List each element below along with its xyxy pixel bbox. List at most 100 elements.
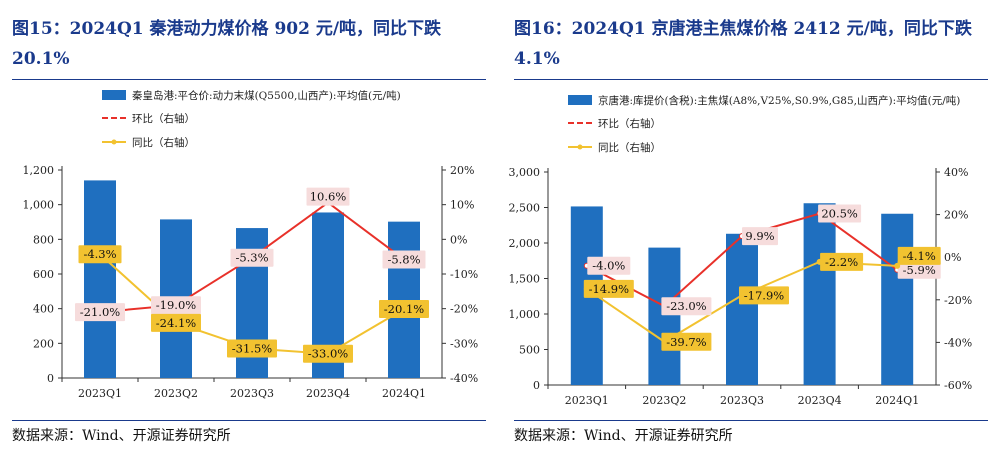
data-label-yoy: -14.9% (589, 282, 629, 296)
data-label-hb: 9.9% (745, 229, 774, 243)
legend-marker-yoy (577, 144, 583, 150)
legend-label-yoy: 同比（右轴） (598, 141, 661, 154)
y-tick-label-left: 1,000 (509, 308, 541, 321)
bar (726, 233, 758, 385)
data-label-bg-yoy (151, 313, 201, 332)
y-tick-label-left: 1,000 (23, 199, 55, 212)
data-label-hb: 20.5% (821, 207, 858, 221)
data-label-bg-hb (75, 303, 125, 322)
chart-title: 图16：2024Q1 京唐港主焦煤价格 2412 元/吨，同比下跌4.1% (514, 19, 972, 69)
y-tick-label-right: 0% (450, 233, 467, 246)
data-label-bg-hb (587, 256, 631, 275)
y-tick-label-left: 400 (33, 303, 54, 316)
data-label-bg-yoy (303, 344, 353, 363)
x-tick-label: 2023Q4 (798, 394, 842, 407)
data-label-hb: 10.6% (310, 190, 347, 204)
data-label-bg-hb (661, 297, 712, 316)
data-label-yoy: -24.1% (156, 316, 196, 330)
x-tick-label: 2023Q2 (642, 394, 686, 407)
bar (84, 180, 116, 378)
y-tick-label-left: 200 (33, 337, 54, 350)
legend-label-yoy: 同比（右轴） (132, 136, 195, 149)
data-label-hb: -5.9% (903, 263, 936, 277)
legend-swatch-bar (102, 90, 126, 100)
data-label-yoy: -17.9% (744, 288, 784, 302)
y-tick-label-left: 2,500 (509, 202, 541, 215)
data-label-hb: -5.8% (387, 252, 420, 266)
chart-svg-left: 秦皇岛港:平仓价:动力末煤(Q5500,山西产):平均值(元/吨) 环比（右轴） 同… (23, 89, 479, 400)
data-label-bg-hb (818, 204, 862, 223)
legend-label-hb: 环比（右轴） (132, 112, 195, 125)
data-label-bg-yoy (661, 332, 712, 351)
data-label-yoy: -31.5% (232, 342, 272, 356)
data-label-yoy: -33.0% (308, 347, 348, 361)
x-tick-label: 2023Q1 (565, 394, 609, 407)
data-label-bg-hb (897, 260, 941, 279)
y-tick-label-left: 500 (519, 344, 540, 357)
source-divider (514, 420, 988, 421)
chart-svg-right: 京唐港:库提价(含税):主焦煤(A8%,V25%,S0.9%,G85,山西产):… (509, 94, 973, 407)
data-label-bg-hb (742, 227, 778, 246)
legend-label-hb: 环比（右轴） (598, 117, 661, 130)
source-note: 数据来源：Wind、开源证券研究所 (12, 428, 231, 444)
y-tick-label-left: 600 (33, 268, 54, 281)
x-tick-label: 2023Q1 (78, 387, 122, 400)
legend-swatch-bar (568, 95, 592, 105)
chart-panel-right: 图16：2024Q1 京唐港主焦煤价格 2412 元/吨，同比下跌4.1% 京唐… (502, 0, 988, 462)
data-label-bg-yoy (820, 252, 864, 271)
y-tick-label-right: -60% (944, 379, 972, 392)
data-label-hb: -4.0% (592, 259, 625, 273)
bar (388, 221, 420, 378)
y-tick-label-right: -10% (450, 268, 478, 281)
data-label-bg-yoy (583, 279, 634, 298)
y-tick-label-right: 0% (944, 251, 961, 264)
data-label-bg-yoy (897, 246, 941, 265)
data-label-yoy: -20.1% (384, 302, 424, 316)
legend-label-bar: 京唐港:库提价(含税):主焦煤(A8%,V25%,S0.9%,G85,山西产):… (598, 94, 960, 107)
data-label-hb: -23.0% (666, 299, 706, 313)
chart-panel-left: 图15：2024Q1 秦港动力煤价格 902 元/吨，同比下跌20.1% 秦皇岛… (0, 0, 486, 462)
data-label-yoy: -4.3% (83, 247, 116, 261)
y-tick-label-right: -20% (450, 303, 478, 316)
x-tick-label: 2024Q1 (382, 387, 426, 400)
y-tick-label-left: 1,200 (23, 164, 55, 177)
title-divider (12, 79, 486, 80)
bar (648, 247, 681, 385)
data-label-bg-yoy (379, 300, 429, 319)
data-label-yoy: -2.2% (825, 255, 858, 269)
title-divider (514, 79, 988, 80)
legend-marker-yoy (111, 139, 117, 145)
y-tick-label-right: -40% (450, 372, 478, 385)
data-label-yoy: -39.7% (666, 335, 706, 349)
data-label-bg-hb (151, 296, 201, 315)
x-tick-label: 2023Q3 (720, 394, 764, 407)
y-tick-label-right: 10% (450, 199, 474, 212)
y-tick-label-left: 1,500 (509, 273, 541, 286)
y-tick-label-right: 40% (944, 166, 968, 179)
legend-label-bar: 秦皇岛港:平仓价:动力末煤(Q5500,山西产):平均值(元/吨) (132, 89, 401, 102)
source-divider (12, 420, 486, 421)
data-label-hb: -21.0% (80, 305, 120, 319)
y-tick-label-left: 3,000 (509, 166, 541, 179)
y-tick-label-left: 800 (33, 233, 54, 246)
y-tick-label-left: 0 (533, 379, 540, 392)
y-tick-label-right: 20% (944, 209, 968, 222)
bar (881, 213, 914, 385)
data-label-bg-yoy (227, 339, 277, 358)
y-tick-label-left: 2,000 (509, 237, 541, 250)
data-label-bg-hb (230, 248, 274, 267)
y-tick-label-right: -30% (450, 337, 478, 350)
y-tick-label-left: 0 (47, 372, 54, 385)
data-label-bg-yoy (78, 245, 122, 264)
chart-title: 图15：2024Q1 秦港动力煤价格 902 元/吨，同比下跌20.1% (12, 19, 442, 69)
data-label-bg-hb (306, 187, 350, 206)
data-label-hb: -5.3% (235, 251, 268, 265)
source-note: 数据来源：Wind、开源证券研究所 (514, 428, 733, 444)
x-tick-label: 2024Q1 (875, 394, 919, 407)
data-label-bg-hb (382, 250, 426, 269)
y-tick-label-right: -20% (944, 294, 972, 307)
bar (803, 203, 836, 385)
x-tick-label: 2023Q2 (154, 387, 198, 400)
y-tick-label-right: 20% (450, 164, 474, 177)
data-label-hb: -19.0% (156, 298, 196, 312)
